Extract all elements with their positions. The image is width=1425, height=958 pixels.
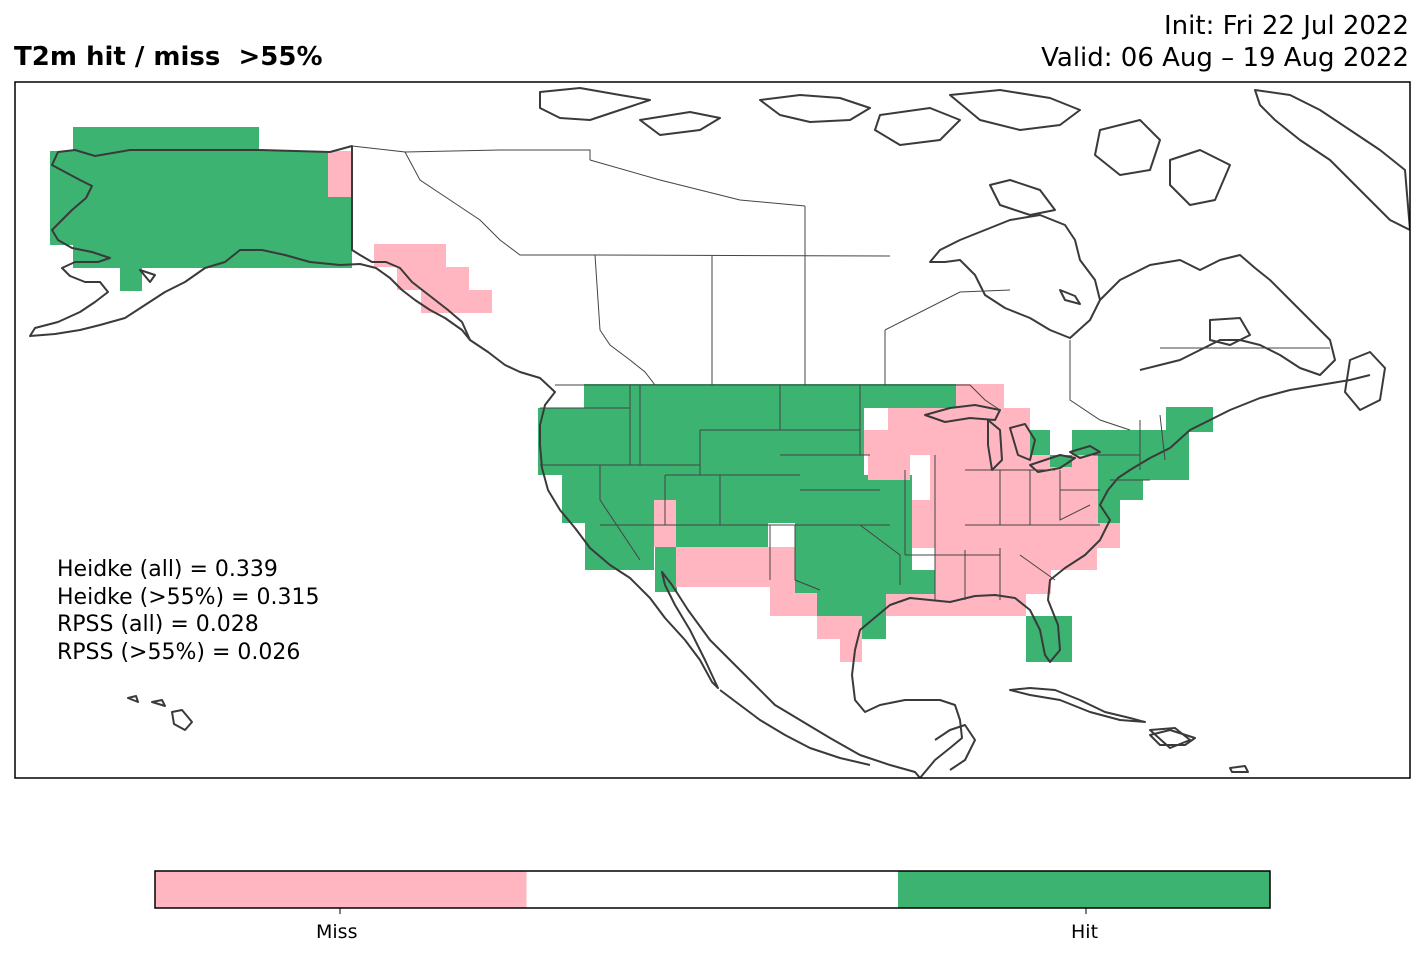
miss-cell bbox=[770, 593, 817, 616]
hit-cell bbox=[795, 548, 912, 570]
miss-cell bbox=[956, 384, 1004, 408]
miss-cell bbox=[912, 523, 1120, 548]
hit-cell bbox=[584, 384, 956, 408]
miss-cell bbox=[770, 570, 795, 593]
hit-cell bbox=[73, 245, 352, 268]
admin-boundaries bbox=[351, 145, 1330, 600]
init-date: Init: Fri 22 Jul 2022 bbox=[1164, 11, 1409, 41]
hit-cell bbox=[585, 523, 654, 570]
colorbar-frame bbox=[154, 870, 1271, 909]
hit-cell bbox=[655, 547, 677, 570]
heidke-all: Heidke (all) = 0.339 bbox=[57, 557, 278, 582]
hit-cell bbox=[795, 523, 935, 548]
hit-cell bbox=[862, 616, 886, 639]
miss-cell bbox=[930, 455, 1098, 500]
hit-cell bbox=[1030, 430, 1050, 455]
miss-cell bbox=[676, 570, 795, 587]
miss-cell bbox=[840, 639, 862, 662]
hit-cell bbox=[676, 500, 912, 523]
miss-cell bbox=[676, 547, 795, 570]
miss-cell bbox=[935, 570, 1051, 594]
map-title: T2m hit / miss >55% bbox=[14, 42, 323, 72]
colorbar-label-hit: Hit bbox=[1071, 921, 1099, 943]
miss-cell bbox=[912, 500, 1098, 525]
hit-cell bbox=[50, 151, 328, 221]
miss-cell bbox=[374, 244, 446, 267]
rpss-all: RPSS (all) = 0.028 bbox=[57, 612, 259, 637]
hit-cell bbox=[1098, 500, 1120, 523]
colorbar bbox=[154, 870, 1271, 914]
miss-cell bbox=[328, 151, 352, 197]
colorbar-neutral-segment bbox=[526, 871, 898, 908]
hit-cell bbox=[120, 268, 142, 291]
miss-cell bbox=[864, 430, 1030, 455]
colorbar-miss-segment bbox=[155, 871, 527, 908]
hit-cell bbox=[655, 570, 677, 592]
miss-cell bbox=[868, 455, 910, 480]
valid-period: Valid: 06 Aug – 19 Aug 2022 bbox=[1041, 43, 1409, 73]
heidke-55: Heidke (>55%) = 0.315 bbox=[57, 584, 320, 610]
hit-cell bbox=[562, 408, 864, 475]
rpss-55: RPSS (>55%) = 0.026 bbox=[57, 639, 301, 665]
hit-cell bbox=[50, 221, 352, 245]
colorbar-label-miss: Miss bbox=[316, 921, 358, 943]
miss-cell bbox=[817, 616, 862, 639]
hit-cell bbox=[817, 594, 886, 616]
miss-cell bbox=[935, 548, 1097, 570]
coastlines bbox=[29, 87, 1410, 778]
map-frame bbox=[14, 81, 1411, 779]
colorbar-hit-segment bbox=[898, 871, 1270, 908]
hit-cell bbox=[676, 523, 768, 547]
miss-cell bbox=[421, 290, 492, 313]
hit-cell bbox=[1072, 430, 1189, 455]
hit-cell bbox=[795, 570, 935, 594]
hit-cell bbox=[73, 127, 259, 152]
hit-cell bbox=[1166, 407, 1213, 432]
hit-cell bbox=[562, 475, 912, 500]
date-info: Init: Fri 22 Jul 2022 Valid: 06 Aug – 19… bbox=[1041, 10, 1409, 74]
hit-miss-grid bbox=[50, 127, 1213, 662]
skill-scores: Heidke (all) = 0.339 Heidke (>55%) = 0.3… bbox=[57, 556, 320, 666]
hit-cell bbox=[1026, 616, 1072, 662]
